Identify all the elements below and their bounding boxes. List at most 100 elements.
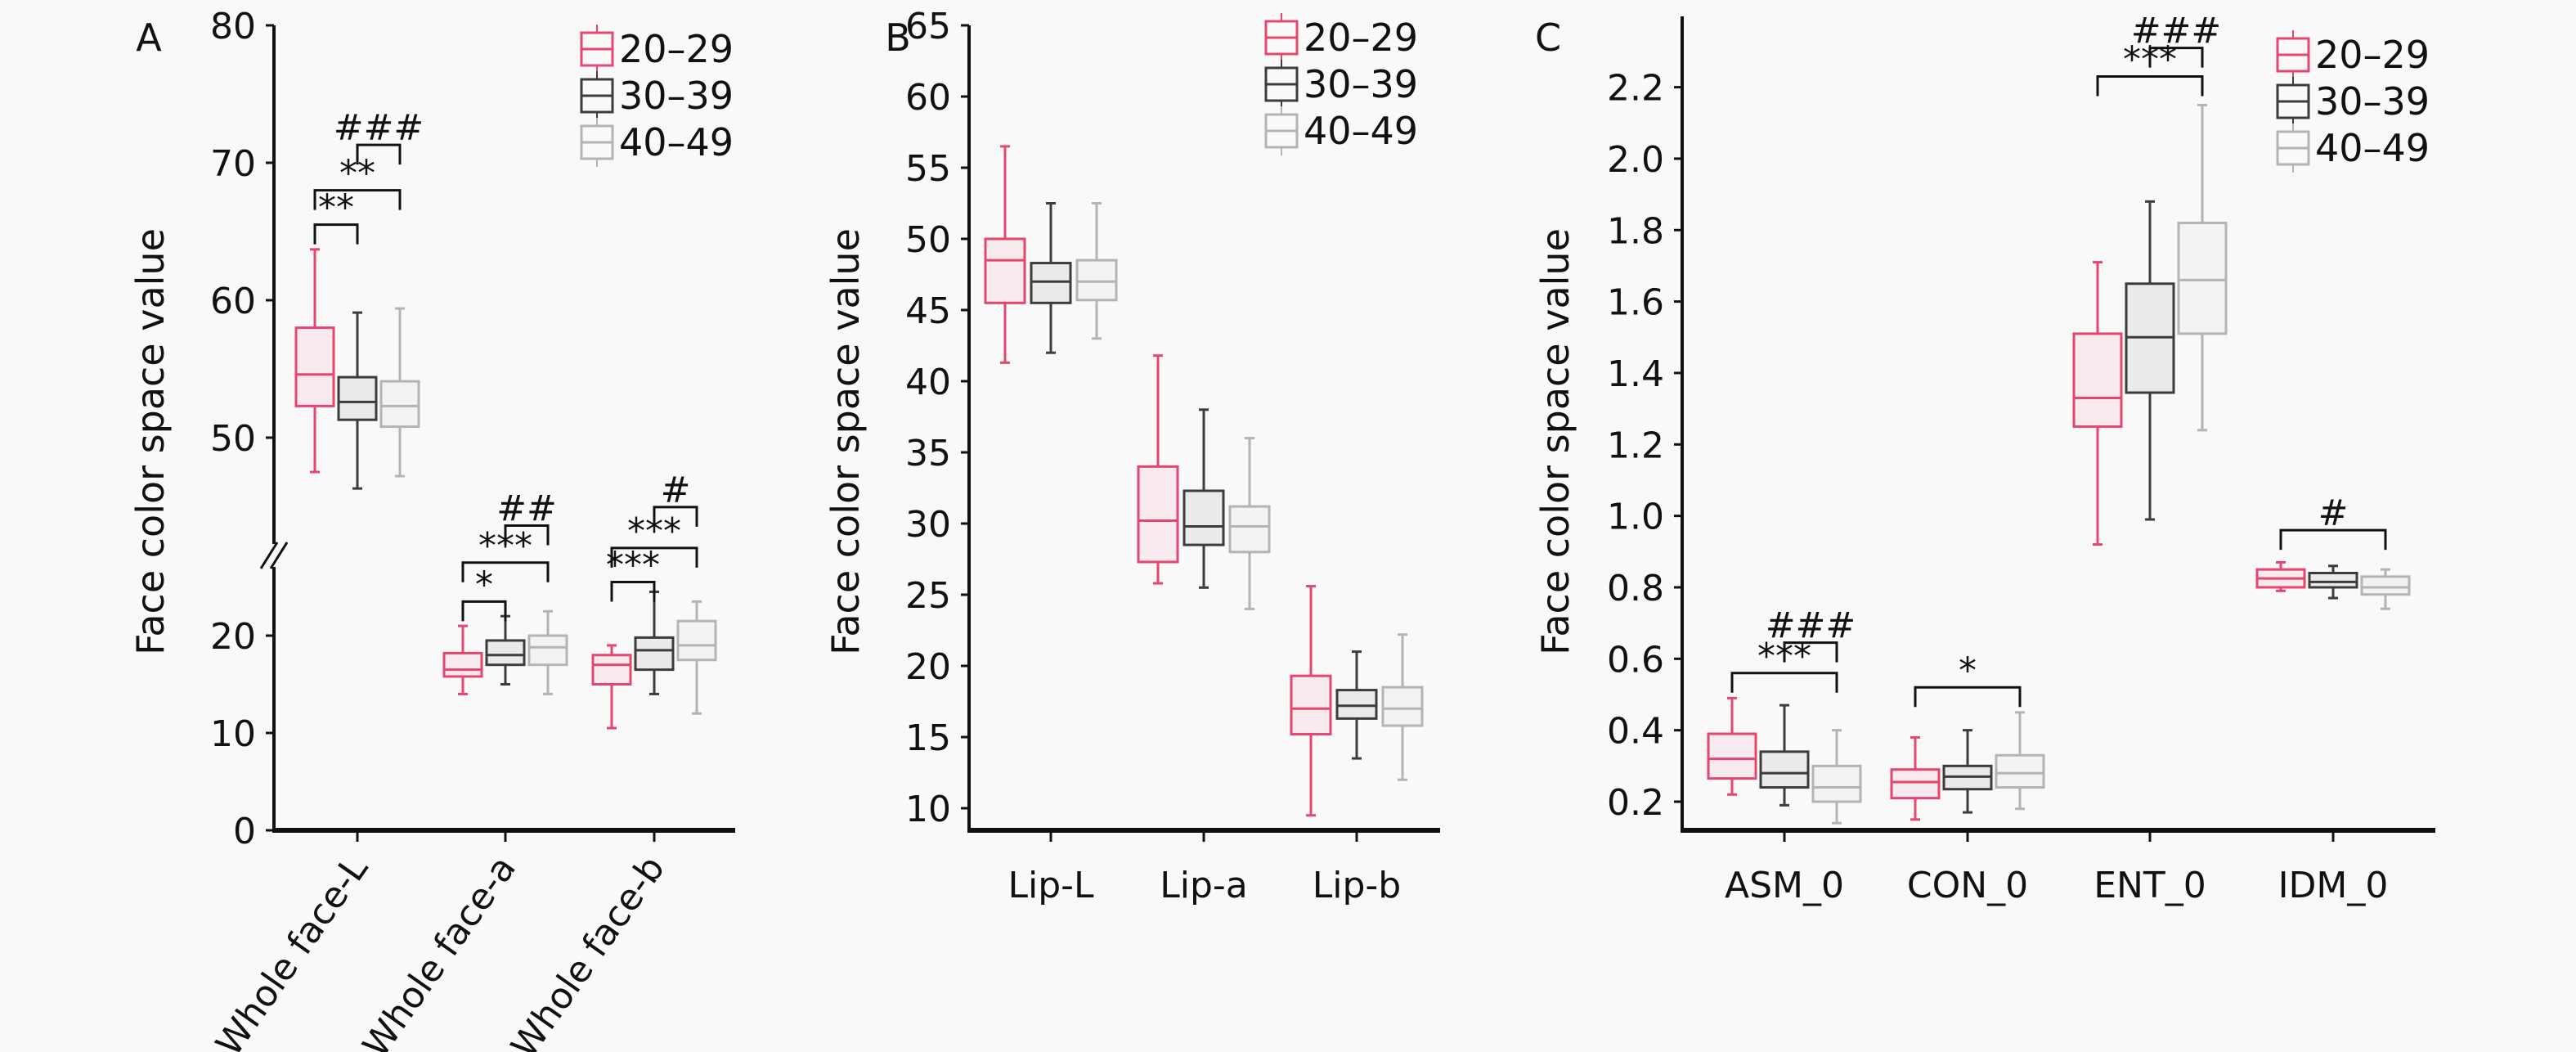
y-tick-label: 0 — [233, 811, 256, 852]
bracket-line — [356, 143, 402, 165]
axis-break-mark — [269, 542, 289, 569]
box-iqr — [676, 619, 717, 662]
legend-label: 20–29 — [2315, 33, 2430, 77]
y-tick-label: 60 — [210, 281, 256, 322]
panel-label: B — [885, 16, 911, 60]
box-30-39 — [1183, 408, 1225, 589]
box-iqr — [379, 380, 420, 429]
y-axis-label: Face color space value — [824, 228, 868, 655]
x-tick-label: CON_0 — [1907, 865, 2028, 906]
box-iqr — [1759, 750, 1810, 789]
bracket-line — [610, 581, 656, 602]
bracket-line — [1730, 672, 1838, 693]
significance-label: ** — [318, 187, 354, 229]
y-tick-label: 60 — [905, 77, 951, 119]
bracket-line — [2148, 47, 2204, 68]
box-40-49 — [379, 307, 420, 478]
box-40-49 — [676, 600, 717, 715]
box-20-29 — [591, 644, 632, 730]
box-iqr — [984, 237, 1026, 304]
significance-bracket: ### — [2131, 11, 2222, 68]
y-tick-label: 45 — [905, 290, 951, 332]
box-iqr — [1228, 505, 1271, 554]
significance-label: # — [2318, 492, 2349, 534]
y-tick-label: 1.0 — [1607, 497, 1664, 538]
box-iqr — [527, 634, 568, 667]
box-40-49 — [2360, 568, 2411, 610]
significance-label: ### — [2131, 11, 2222, 52]
box-30-39 — [2125, 200, 2175, 521]
bracket-line — [461, 561, 550, 582]
x-tick-label: ASM_0 — [1725, 865, 1844, 906]
box-iqr — [1290, 674, 1332, 736]
y-tick-label: 20 — [210, 616, 256, 658]
y-tick-label: 35 — [905, 433, 951, 474]
panel-c-texture: C Face color space value 0.2 0.4 0.6 0.8 1.0 1.… — [1533, 11, 2435, 906]
box-iqr — [1890, 768, 1941, 800]
y-tick-label: 1.6 — [1607, 282, 1664, 324]
x-tick-label: Lip-b — [1313, 865, 1401, 906]
y-tick-label: 30 — [905, 504, 951, 546]
box-iqr — [2177, 222, 2228, 335]
bracket-line — [313, 223, 359, 245]
significance-bracket: ** — [313, 187, 359, 245]
significance-label: ### — [1766, 605, 1856, 647]
significance-label: * — [475, 564, 493, 605]
y-tick-label: 1.8 — [1607, 210, 1664, 252]
box-iqr — [1335, 689, 1378, 720]
box-20-29 — [294, 248, 335, 474]
bracket-line — [313, 189, 402, 210]
y-tick-label: 80 — [210, 6, 256, 47]
box-iqr — [2072, 332, 2123, 428]
box-40-49 — [1995, 711, 2045, 811]
box-20-29 — [442, 624, 483, 695]
legend-label: 20–29 — [619, 27, 734, 71]
significance-label: *** — [606, 545, 660, 587]
box-30-39 — [1030, 202, 1072, 354]
bracket-line — [461, 600, 507, 622]
x-tick-label: Whole face-a — [355, 848, 524, 1052]
y-tick-label: 0.8 — [1607, 568, 1664, 609]
y-tick-label: 0.6 — [1607, 639, 1664, 681]
box-iqr — [442, 651, 483, 678]
x-tick-label: Whole face-b — [503, 848, 673, 1052]
box-iqr — [294, 326, 335, 407]
box-30-39 — [337, 311, 378, 490]
box-iqr — [1995, 753, 2045, 789]
y-tick-label: 0.4 — [1607, 711, 1664, 753]
significance-label: * — [1959, 650, 1977, 691]
box-iqr — [591, 654, 632, 686]
legend-label: 30–39 — [2315, 79, 2430, 124]
panel-b-lip: B Face color space value 10 15 20 25 30 35 40 45 5… — [824, 6, 1440, 906]
box-30-39 — [1942, 729, 1993, 814]
y-tick-label: 65 — [905, 6, 951, 47]
box-40-49 — [527, 609, 568, 695]
significance-label: ## — [496, 488, 557, 530]
significance-bracket: *** — [606, 545, 660, 602]
box-iqr — [1075, 259, 1118, 302]
y-tick-label: 2.2 — [1607, 68, 1664, 110]
significance-bracket: * — [461, 564, 507, 622]
box-20-29 — [1137, 354, 1179, 585]
y-tick-label: 0.2 — [1607, 782, 1664, 824]
box-40-49 — [2177, 103, 2228, 432]
box-iqr — [1811, 764, 1862, 803]
axis-break-mark — [259, 542, 279, 569]
x-tick-label: IDM_0 — [2278, 865, 2389, 906]
bracket-line — [610, 546, 698, 568]
box-20-29 — [2255, 560, 2306, 592]
box-20-29 — [1890, 735, 1941, 821]
box-30-39 — [1335, 650, 1378, 760]
significance-bracket: # — [2279, 492, 2387, 551]
y-tick-label: 25 — [905, 575, 951, 617]
box-20-29 — [984, 145, 1026, 364]
significance-bracket: ### — [1766, 605, 1856, 663]
y-tick-label: 40 — [905, 362, 951, 403]
bracket-line — [1783, 641, 1838, 663]
x-tick-label: Lip-L — [1008, 865, 1094, 906]
bracket-line — [2279, 528, 2387, 551]
significance-label: # — [661, 470, 691, 511]
box-30-39 — [485, 614, 526, 686]
